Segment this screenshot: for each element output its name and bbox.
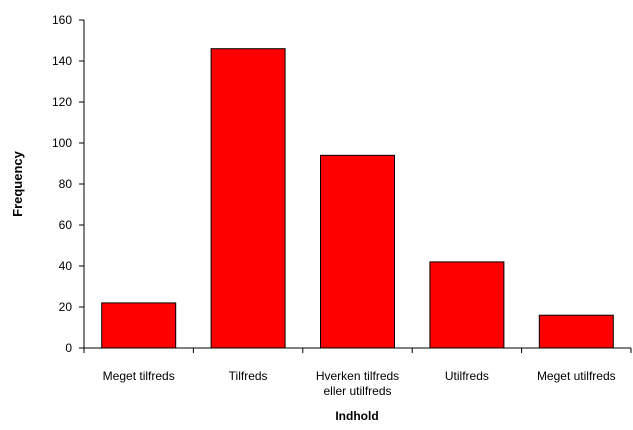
x-tick-label-3: Utilfreds [445, 369, 489, 383]
y-tick-label-4: 80 [59, 177, 73, 191]
y-tick-label-1: 20 [59, 300, 73, 314]
y-tick-label-8: 160 [52, 13, 72, 27]
bar-2 [320, 154, 395, 349]
y-tick-label-7: 140 [52, 54, 72, 68]
bar-1 [210, 48, 286, 349]
y-tick-label-6: 120 [52, 95, 72, 109]
bar-0 [101, 302, 177, 349]
y-axis-label: Frequency [10, 150, 25, 217]
y-tick-label-5: 100 [52, 136, 72, 150]
x-tick-label-1: Tilfreds [229, 369, 268, 383]
x-axis-label: Indhold [335, 409, 378, 423]
x-tick-label-2: Hverken tilfreds eller utilfreds [316, 369, 399, 398]
bars-group [101, 48, 614, 349]
y-tick-label-3: 60 [59, 218, 73, 232]
bar-3 [429, 261, 505, 349]
y-tick-label-0: 0 [65, 341, 72, 355]
y-axis: 0 20 40 60 80 100 120 140 160 [52, 13, 85, 355]
y-tick-label-2: 40 [59, 259, 73, 273]
x-tick-label-0: Meget tilfreds [103, 369, 175, 383]
x-tick-label-4: Meget utilfreds [537, 369, 616, 383]
x-axis: Meget tilfreds Tilfreds Hverken tilfreds el… [83, 347, 632, 398]
bar-4 [538, 314, 614, 349]
